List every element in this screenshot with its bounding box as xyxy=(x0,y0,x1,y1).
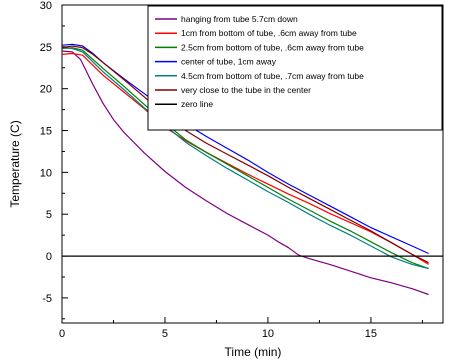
y-tick-label: 20 xyxy=(40,84,52,96)
series-line-1 xyxy=(61,50,429,296)
x-tick-label: 0 xyxy=(59,328,65,340)
series-line-3 xyxy=(61,47,429,270)
x-tick-label: 5 xyxy=(162,328,168,340)
legend-label: zero line xyxy=(181,99,213,109)
series-line-6 xyxy=(61,45,429,264)
legend-label: hanging from tube 5.7cm down xyxy=(181,14,298,24)
legend-label: 4.5cm from bottom of tube, .7cm away fro… xyxy=(181,71,364,81)
series-lines xyxy=(61,43,443,296)
y-axis-title: Temperature (C) xyxy=(8,120,22,207)
y-tick-label: 25 xyxy=(40,42,52,54)
plot-frame xyxy=(61,4,444,324)
legend-label: 2.5cm from bottom of tube, .6cm away fro… xyxy=(181,42,364,52)
axis-ticks: 0 5 10 15 -5 0 5 10 15 20 25 30 xyxy=(40,0,423,340)
legend-label: very close to the tube in the center xyxy=(181,85,311,95)
y-tick-label: 5 xyxy=(46,209,52,221)
y-tick-label: 0 xyxy=(46,251,52,263)
legend-label: 1cm from bottom of tube, .6cm away from … xyxy=(181,28,357,38)
y-tick-label: 15 xyxy=(40,126,52,138)
legend-items: hanging from tube 5.7cm down 1cm from bot… xyxy=(155,14,364,109)
series-line-5 xyxy=(61,47,429,270)
series-line-2 xyxy=(61,52,429,265)
y-tick-label: -5 xyxy=(42,293,52,305)
legend: hanging from tube 5.7cm down 1cm from bot… xyxy=(147,5,443,131)
x-tick-label: 10 xyxy=(262,328,274,340)
legend-box xyxy=(147,5,443,131)
y-tick-label: 30 xyxy=(40,0,52,12)
legend-label: center of tube, 1cm away xyxy=(181,57,277,67)
x-tick-label: 15 xyxy=(365,328,377,340)
y-tick-label: 10 xyxy=(40,167,52,179)
x-axis-title: Time (min) xyxy=(225,345,282,359)
